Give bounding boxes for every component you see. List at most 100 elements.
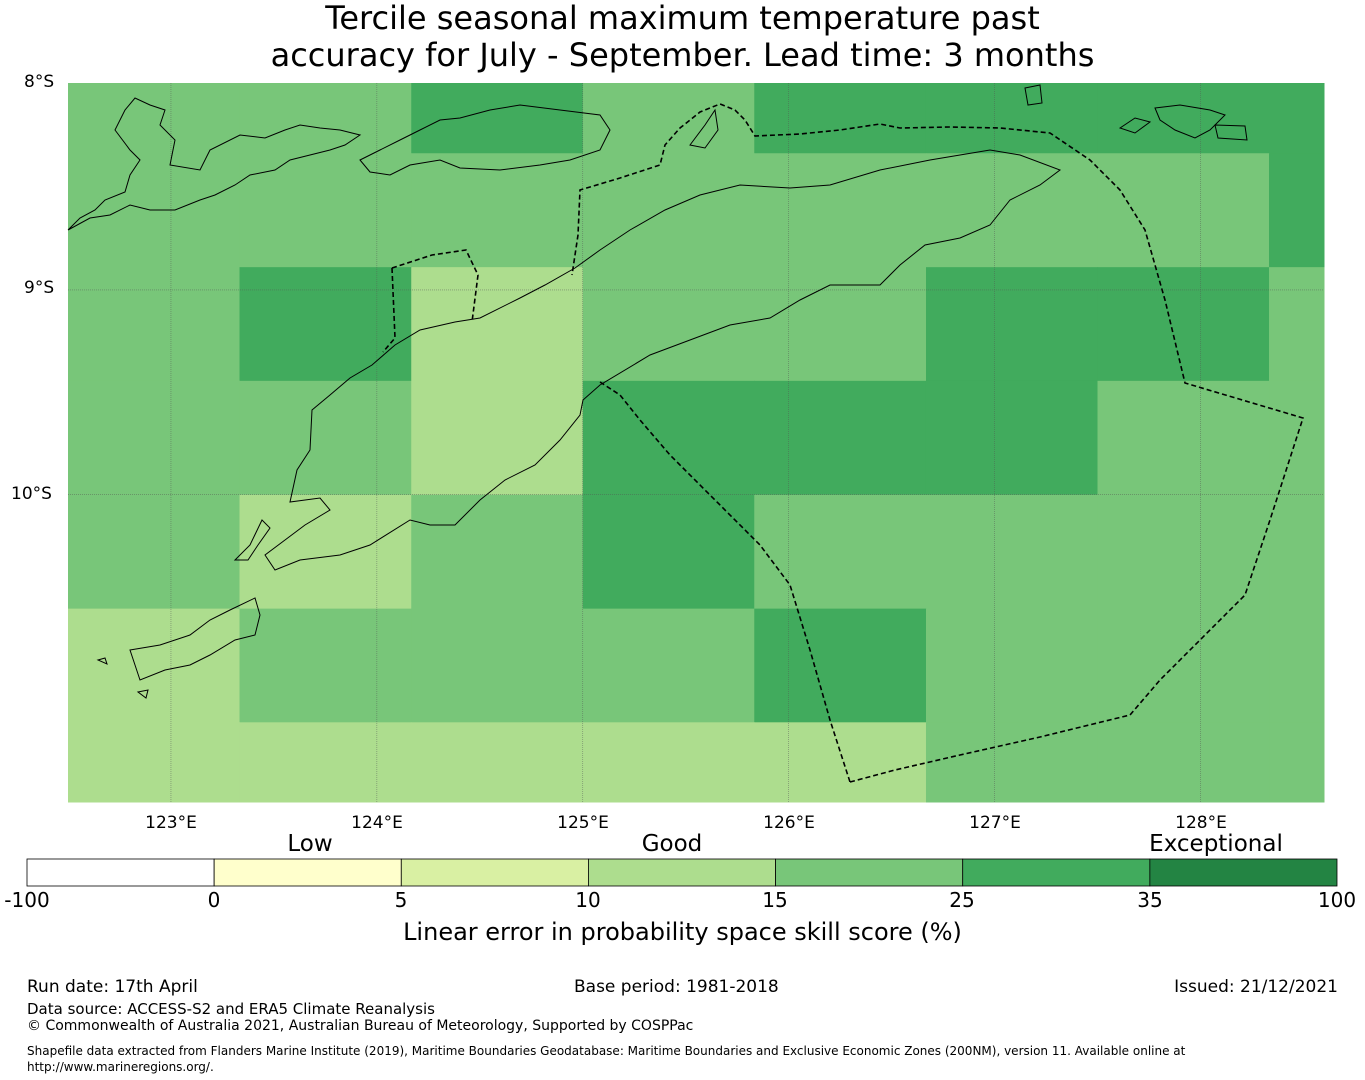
eez-timor-leste-main: [571, 103, 1305, 783]
savu-coastline: [96, 657, 108, 665]
category-good: Good: [641, 831, 703, 857]
colorbar-segment: [213, 858, 402, 887]
issued-date: Issued: 21/12/2021: [1174, 977, 1338, 997]
grid-cell: [754, 494, 927, 610]
grid-cell: [68, 608, 241, 723]
grid-cell: [411, 380, 584, 496]
grid-cell: [239, 494, 412, 610]
grid-cell: [68, 380, 241, 496]
colorbar-segment: [1149, 858, 1338, 887]
grid-cell: [754, 608, 927, 723]
colorbar-tick: 5: [394, 888, 408, 912]
eez-oecusse: [382, 249, 479, 353]
grid-cell: [582, 380, 755, 496]
grid-cell: [925, 722, 1099, 803]
grid-cell: [582, 722, 755, 803]
grid-cell: [925, 267, 1099, 382]
grid-cell: [411, 83, 584, 154]
graticule: [68, 83, 1324, 802]
grid-cell: [1269, 153, 1325, 268]
colorbar-segment: [775, 858, 964, 887]
grid-cell: [925, 153, 1099, 268]
leti-coastline: [1118, 117, 1152, 134]
grid-cell: [582, 267, 755, 382]
category-exceptional: Exceptional: [1149, 831, 1283, 857]
semau-coastline: [233, 519, 271, 561]
colorbar-tick: 35: [1137, 888, 1163, 912]
colorbar-tick: 25: [949, 888, 975, 912]
grid-cell: [925, 608, 1099, 723]
grid-cell: [68, 494, 241, 610]
rote-coastline: [129, 597, 261, 681]
copyright: © Commonwealth of Australia 2021, Austra…: [27, 1018, 694, 1034]
grid-cell: [239, 153, 412, 268]
lon-label-128e: 128°E: [1175, 813, 1227, 833]
skill-score-grid: [68, 83, 1325, 803]
lon-label-126e: 126°E: [763, 813, 815, 833]
title-line-1: Tercile seasonal maximum temperature pas…: [325, 0, 1040, 37]
run-date: Run date: 17th April: [27, 977, 198, 997]
lon-label-124e: 124°E: [351, 813, 403, 833]
grid-cell: [582, 494, 755, 610]
data-source: Data source: ACCESS-S2 and ERA5 Climate …: [27, 1000, 435, 1018]
grid-cell: [239, 267, 412, 382]
colorbar-segment: [26, 858, 215, 887]
shapefile-credit: Shapefile data extracted from Flanders M…: [27, 1043, 1327, 1075]
grid-cell: [754, 153, 927, 268]
grid-cell: [239, 380, 412, 496]
grid-cell: [1097, 380, 1270, 496]
grid-cell: [239, 722, 412, 803]
moa-coastline: [1154, 104, 1226, 139]
colorbar-tick: 15: [762, 888, 788, 912]
grid-cell: [754, 722, 927, 803]
grid-cell: [1269, 267, 1325, 382]
grid-cell: [1269, 494, 1325, 610]
colorbar-segment: [588, 858, 776, 887]
maritime-boundary: [382, 103, 1305, 783]
colorbar-label: Linear error in probability space skill …: [403, 918, 962, 946]
grid-cell: [1097, 608, 1270, 723]
grid-cell: [925, 380, 1099, 496]
grid-cell: [582, 83, 755, 154]
lon-label-123e: 123°E: [145, 813, 197, 833]
grid-cell: [1097, 722, 1270, 803]
grid-cell: [754, 83, 927, 154]
base-period: Base period: 1981-2018: [574, 977, 779, 997]
atauro-coastline: [689, 108, 719, 149]
ndao-coastline: [136, 689, 149, 699]
lat-label-10s: 10°S: [11, 484, 52, 504]
grid-cell: [1097, 494, 1270, 610]
grid-cell: [411, 608, 584, 723]
colorbar-tick: 10: [575, 888, 601, 912]
grid-cell: [925, 494, 1099, 610]
wetar-coastline: [359, 104, 611, 176]
lon-label-125e: 125°E: [557, 813, 609, 833]
colorbar-segment: [962, 858, 1151, 887]
grid-cell: [754, 380, 927, 496]
grid-cell: [1097, 267, 1270, 382]
grid-cell: [1269, 722, 1325, 803]
kisar-coastline: [1024, 84, 1043, 106]
shapefile-line-1: Shapefile data extracted from Flanders M…: [27, 1044, 1186, 1058]
colorbar-segment: [400, 858, 589, 887]
lat-label-8s: 8°S: [24, 72, 55, 92]
grid-cell: [754, 267, 927, 382]
grid-cell: [582, 153, 755, 268]
colorbar: [26, 858, 1338, 887]
flores-coastline: [67, 97, 362, 231]
grid-cell: [239, 608, 412, 723]
colorbar-tick: -100: [4, 888, 50, 912]
grid-cell: [1097, 83, 1270, 154]
colorbar-tick: 100: [1317, 888, 1357, 912]
grid-cell: [1269, 83, 1325, 154]
grid-cell: [68, 267, 241, 382]
lakor-coastline: [1214, 124, 1248, 141]
lon-label-127e: 127°E: [969, 813, 1021, 833]
grid-cell: [1097, 153, 1270, 268]
colorbar-tick: 0: [207, 888, 221, 912]
grid-cell: [68, 722, 241, 803]
category-low: Low: [287, 831, 333, 857]
grid-cell: [411, 494, 584, 610]
grid-cell: [411, 267, 584, 382]
